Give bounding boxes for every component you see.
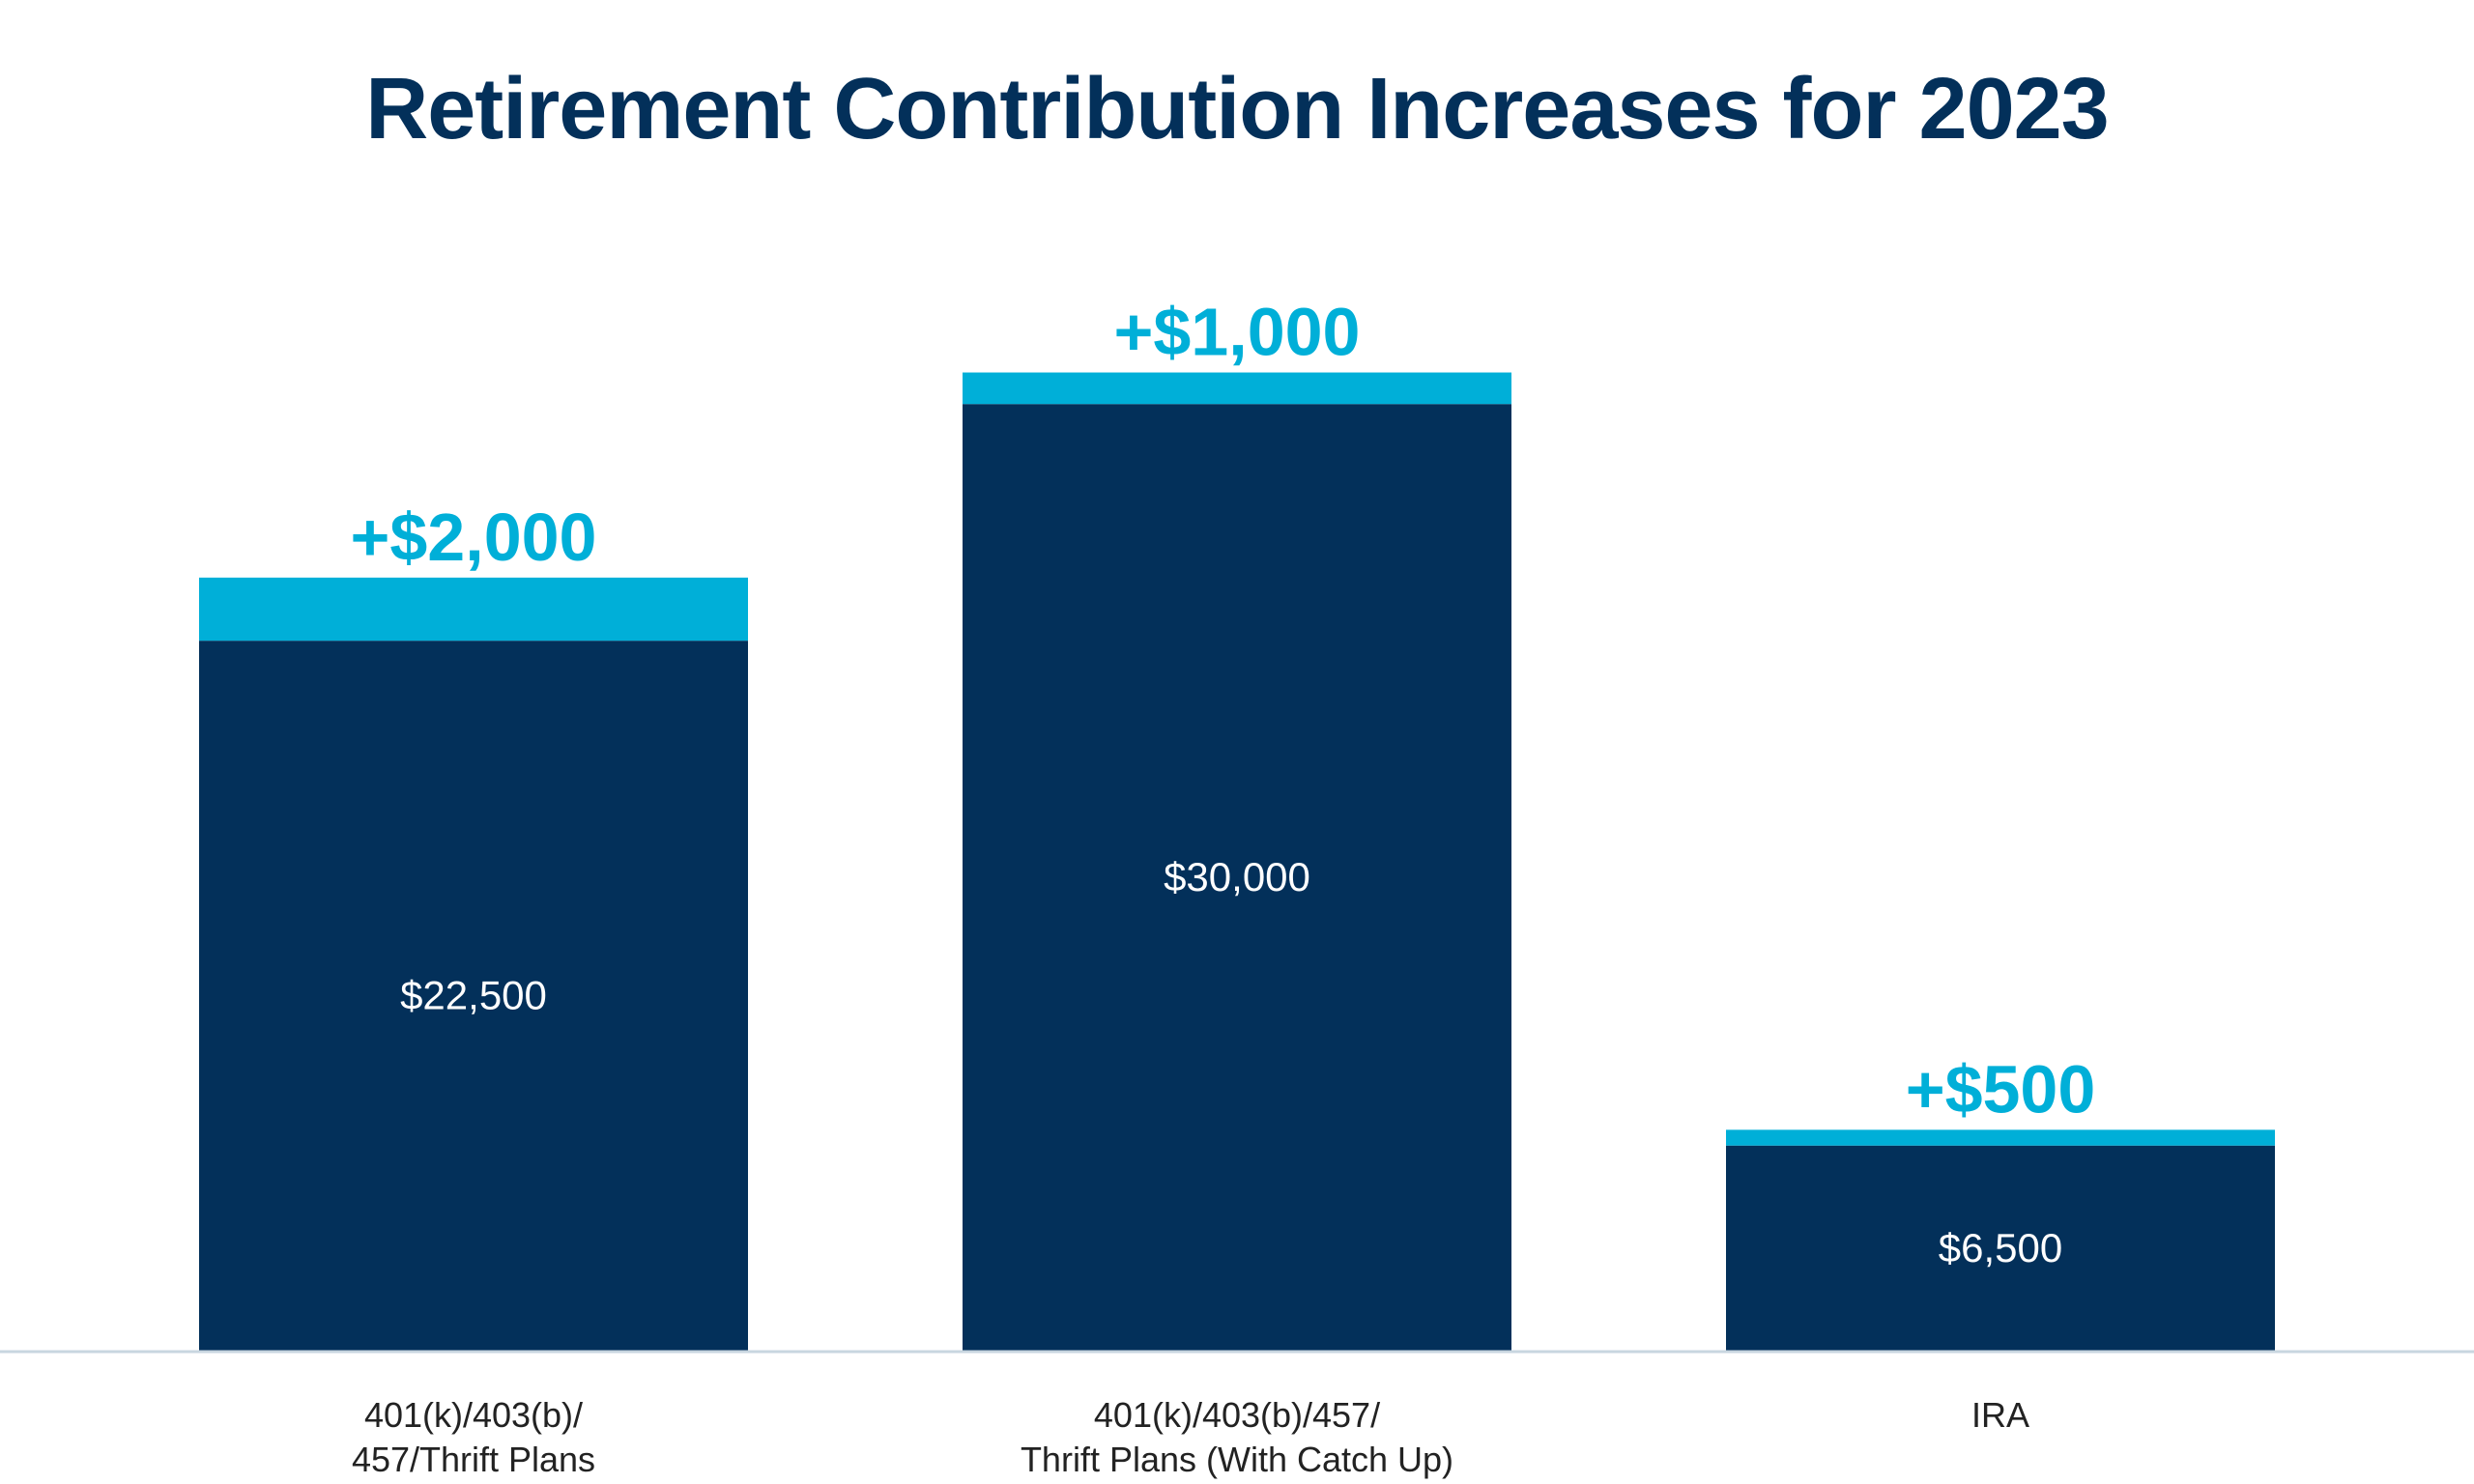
category-label: IRA (1662, 1393, 2339, 1438)
increase-value-label: +$1,000 (1114, 295, 1361, 370)
increase-value-label: +$2,000 (351, 499, 597, 575)
bar-increase (1726, 1129, 2275, 1146)
base-value-label: $6,500 (1939, 1225, 2062, 1270)
bar-base (199, 641, 748, 1351)
bar-increase (199, 577, 748, 642)
category-label: 401(k)/403(b)/457/Thrift Plans (With Cat… (899, 1393, 1575, 1482)
category-label-line: 401(k)/403(b)/ (363, 1395, 584, 1435)
category-label-line: 401(k)/403(b)/457/ (1093, 1395, 1381, 1435)
base-value-label: $22,500 (400, 973, 547, 1018)
increase-value-label: +$500 (1906, 1051, 2096, 1127)
chart-title: Retirement Contribution Increases for 20… (365, 61, 2109, 157)
category-label-line: IRA (1971, 1395, 2029, 1435)
category-label: 401(k)/403(b)/ 457/Thrift Plans (135, 1393, 812, 1482)
bar-base (963, 404, 1511, 1351)
base-value-label: $30,000 (1164, 854, 1310, 899)
category-label-line: 457/Thrift Plans (351, 1440, 596, 1479)
bar-base (1726, 1145, 2275, 1351)
category-label-line: Thrift Plans (With Catch Up) (1020, 1440, 1454, 1479)
bar-increase (963, 372, 1511, 405)
